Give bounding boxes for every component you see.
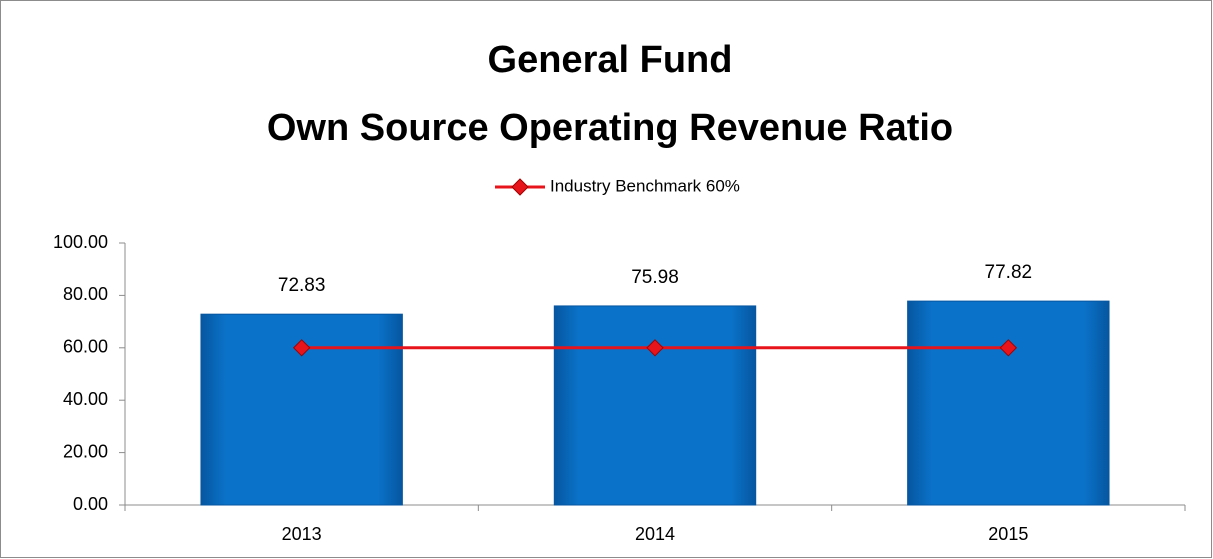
bar [907, 300, 1110, 506]
y-tick-label: 60.00 [63, 337, 108, 357]
data-label: 75.98 [631, 267, 679, 288]
legend-marker [511, 178, 529, 196]
x-tick-label: 2013 [282, 524, 322, 544]
chart-title: Own Source Operating Revenue Ratio [267, 107, 953, 149]
x-tick-label: 2015 [988, 524, 1028, 544]
y-tick-label: 20.00 [63, 441, 108, 461]
data-label: 77.82 [985, 262, 1033, 283]
x-tick-label: 2014 [635, 524, 675, 544]
line-marker [999, 339, 1018, 357]
y-tick-label: 100.00 [53, 232, 108, 252]
bar [553, 305, 757, 506]
legend-label: Industry Benchmark 60% [550, 176, 740, 195]
line-marker [646, 339, 664, 357]
data-label: 72.83 [278, 275, 326, 296]
chart-title: General Fund [488, 39, 733, 81]
y-tick-label: 0.00 [73, 494, 108, 514]
line-marker [292, 339, 311, 357]
y-tick-label: 40.00 [63, 389, 108, 409]
y-tick-label: 80.00 [63, 284, 108, 304]
